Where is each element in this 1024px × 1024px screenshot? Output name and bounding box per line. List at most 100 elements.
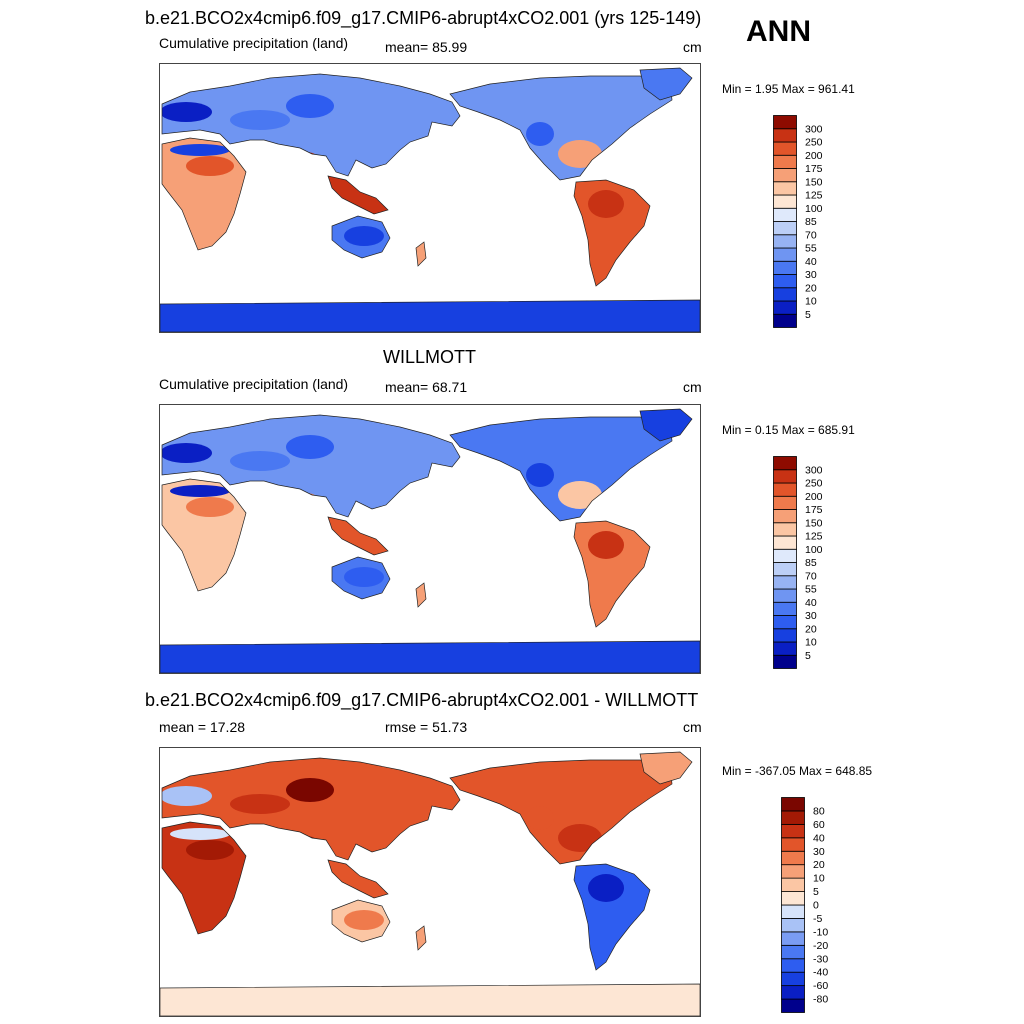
precip-patch: [186, 497, 234, 517]
coastline: [160, 640, 700, 673]
precip-patch: [230, 110, 290, 130]
land-region-africa: [162, 479, 246, 591]
colorbar-box: [773, 482, 797, 497]
colorbar-tick-label: 55: [805, 584, 817, 596]
colorbar-tick-label: 5: [805, 309, 811, 321]
coastline: [160, 983, 700, 1016]
colorbar-tick-label: 100: [805, 544, 823, 556]
colorbar-box: [781, 958, 805, 973]
land-region-greenland: [640, 752, 692, 784]
colorbar-box: [773, 628, 797, 643]
colorbar-tick-label: 30: [805, 610, 817, 622]
colorbar-tick-label: -40: [813, 967, 828, 979]
precip-patch: [186, 156, 234, 176]
land-region-nz: [416, 926, 426, 950]
coastline: [327, 516, 389, 556]
colorbar-tick-label: 250: [805, 478, 823, 490]
colorbar-box: [773, 194, 797, 209]
coastline: [331, 215, 391, 259]
colorbar-tick-label: 30: [813, 846, 825, 858]
colorbar-tick-label: 125: [805, 531, 823, 543]
panel1-units-label: cm: [683, 39, 702, 55]
colorbar-box: [773, 495, 797, 510]
precip-patch: [526, 806, 554, 830]
colorbar-box: [773, 615, 797, 630]
colorbar-tick-label: 250: [805, 137, 823, 149]
land-region-samerica: [574, 180, 650, 286]
land-region-australia: [332, 557, 390, 599]
colorbar-box: [781, 877, 805, 892]
coastline: [161, 137, 247, 251]
coastline: [331, 899, 391, 943]
precip-patch: [290, 493, 322, 517]
colorbar-tick-label: 20: [813, 859, 825, 871]
panel2-map: [159, 404, 701, 674]
colorbar-box: [773, 168, 797, 183]
colorbar-box: [781, 918, 805, 933]
colorbar-box: [781, 944, 805, 960]
precip-patch: [286, 435, 334, 459]
colorbar-tick-label: 40: [805, 597, 817, 609]
coastline: [573, 179, 651, 287]
colorbar-box: [773, 456, 797, 471]
panel1-map: [159, 63, 701, 333]
colorbar-tick-label: 200: [805, 491, 823, 503]
colorbar-box: [781, 931, 805, 946]
colorbar-box: [773, 654, 797, 669]
coastline: [161, 821, 247, 935]
colorbar-box: [781, 823, 805, 839]
colorbar-box: [781, 904, 805, 919]
coastline: [415, 582, 427, 608]
colorbar-tick-label: 55: [805, 243, 817, 255]
land-region-namerica: [450, 76, 672, 180]
colorbar-box: [773, 234, 797, 249]
land-region-nz: [416, 242, 426, 266]
panel1-variable-label: Cumulative precipitation (land): [159, 35, 349, 51]
land-region-australia: [332, 216, 390, 258]
colorbar-box: [773, 588, 797, 603]
colorbar-box: [773, 154, 797, 169]
colorbar-tick-label: 175: [805, 504, 823, 516]
coastline: [331, 556, 391, 600]
colorbar-tick-label: 100: [805, 203, 823, 215]
colorbar-box: [773, 300, 797, 315]
coastline: [449, 75, 673, 181]
land-region-antarctica: [160, 300, 700, 332]
precip-patch: [526, 463, 554, 487]
precip-patch: [230, 794, 290, 814]
precip-patch: [558, 824, 602, 852]
colorbar-tick-label: 60: [813, 819, 825, 831]
coastline: [449, 416, 673, 522]
precip-patch: [170, 485, 230, 497]
land-region-australia: [332, 900, 390, 942]
coastline: [160, 299, 700, 332]
panel1-colorbar: 5 10 20 30 40 55 70 85 100 125 150 175 200 250 300: [773, 115, 843, 329]
precip-patch: [588, 874, 624, 902]
colorbar-tick-label: -30: [813, 953, 828, 965]
colorbar-tick-label: 70: [805, 570, 817, 582]
panel1-title: b.e21.BCO2x4cmip6.f09_g17.CMIP6-abrupt4x…: [145, 8, 702, 28]
colorbar-tick-label: 40: [813, 832, 825, 844]
panel3-map: [159, 747, 701, 1017]
colorbar-box: [773, 522, 797, 537]
colorbar-box: [773, 601, 797, 616]
land-region-namerica: [450, 760, 672, 864]
colorbar-tick-label: 85: [805, 216, 817, 228]
colorbar-box: [773, 313, 797, 328]
precip-patch: [588, 531, 624, 559]
colorbar-tick-label: 80: [813, 805, 825, 817]
colorbar-tick-label: 150: [805, 517, 823, 529]
land-region-namerica: [450, 417, 672, 521]
coastline: [639, 751, 693, 785]
colorbar-tick-label: 300: [805, 464, 823, 476]
colorbar-box: [781, 797, 805, 812]
colorbar-box: [781, 891, 805, 906]
land-region-nz: [416, 583, 426, 607]
colorbar-tick-label: 85: [805, 557, 817, 569]
coastline: [161, 757, 461, 861]
coastline: [415, 241, 427, 267]
colorbar-box: [781, 810, 805, 825]
coastline: [161, 73, 461, 177]
colorbar-tick-label: 0: [813, 900, 819, 912]
precip-patch: [286, 778, 334, 802]
